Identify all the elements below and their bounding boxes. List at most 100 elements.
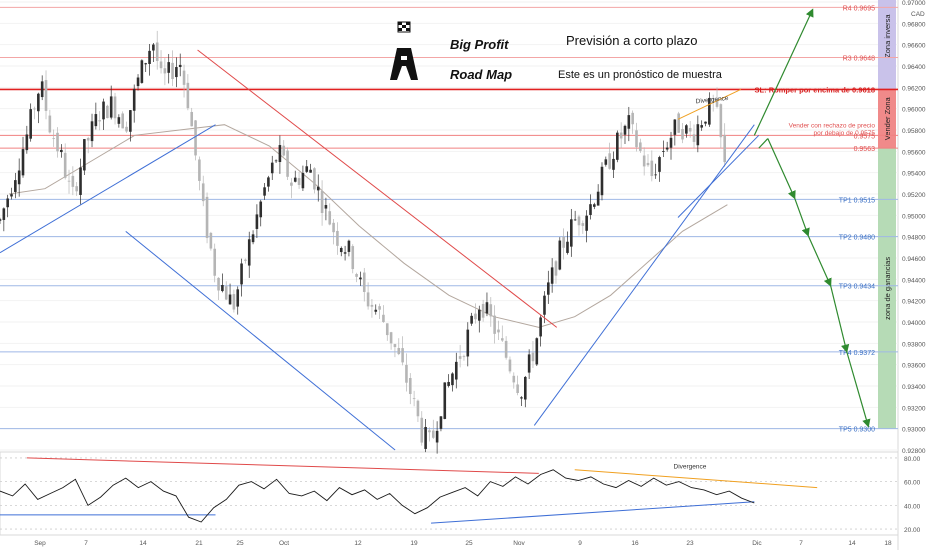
page-subtitle: Este es un pronóstico de muestra xyxy=(558,69,723,81)
oscillator-line xyxy=(0,469,755,523)
level-label: TP5 0.9300 xyxy=(839,427,875,434)
zone-sell-label: Vender Zona xyxy=(883,96,892,140)
candle-body xyxy=(316,186,320,191)
price-tick-label: 0.95200 xyxy=(902,192,926,199)
time-tick-label: 14 xyxy=(848,540,856,547)
candle-body xyxy=(458,356,462,359)
time-tick-label: Oct xyxy=(279,540,289,547)
candle-body xyxy=(301,172,305,189)
candle-body xyxy=(163,68,167,74)
candle-body xyxy=(236,289,240,307)
candle-body xyxy=(685,125,688,134)
candle-body xyxy=(462,356,466,358)
price-tick-label: 0.95000 xyxy=(902,213,926,220)
candle-body xyxy=(259,201,263,218)
level-label: 0.9563 xyxy=(854,146,876,153)
candle-body xyxy=(60,149,63,153)
candle-body xyxy=(424,426,427,449)
candle-body xyxy=(244,259,247,261)
candle-body xyxy=(94,114,98,127)
candle-body xyxy=(477,309,481,321)
candle-body xyxy=(711,98,715,100)
candle-body xyxy=(21,149,25,176)
forecast-arrow xyxy=(794,198,810,237)
candle-body xyxy=(155,42,159,61)
candle-body xyxy=(500,338,504,341)
candle-body xyxy=(109,96,113,118)
candle-body xyxy=(144,63,148,65)
candle-body xyxy=(320,190,324,214)
level-label: TP1 0.9515 xyxy=(839,197,875,204)
currency-label: CAD xyxy=(911,11,925,18)
zone-sell xyxy=(878,89,896,149)
price-tick-label: 0.94600 xyxy=(902,256,926,263)
candle-body xyxy=(305,166,309,172)
candle-body xyxy=(44,80,48,111)
candle-body xyxy=(416,400,420,417)
candle-body xyxy=(570,219,573,247)
candle-body xyxy=(700,125,703,128)
divergence-label: Divergence xyxy=(695,95,729,105)
candle-body xyxy=(297,178,301,185)
candle-body xyxy=(566,241,569,253)
osc-tick-label: 40.00 xyxy=(904,503,921,510)
candle-body xyxy=(493,315,496,334)
candle-body xyxy=(75,186,78,192)
time-tick-label: Nov xyxy=(513,540,525,547)
candle-body xyxy=(71,175,75,187)
candle-body xyxy=(178,64,182,68)
candle-body xyxy=(48,115,52,133)
candle-body xyxy=(366,292,370,307)
candle-body xyxy=(339,247,343,253)
price-tick-label: 0.93800 xyxy=(902,341,926,348)
candle-body xyxy=(14,180,17,192)
candle-body xyxy=(83,139,86,171)
candle-body xyxy=(489,304,493,317)
candle-body xyxy=(397,347,401,355)
level-label: TP3 0.9434 xyxy=(839,284,875,291)
candle-body xyxy=(355,274,358,277)
time-tick-label: 19 xyxy=(410,540,418,547)
price-tick-label: 0.97000 xyxy=(902,0,926,7)
candle-body xyxy=(558,240,562,270)
candle-body xyxy=(431,430,435,438)
candle-body xyxy=(520,397,523,399)
candle-body xyxy=(67,180,71,182)
candle-body xyxy=(309,169,312,173)
candle-body xyxy=(209,232,213,249)
candle-body xyxy=(175,67,178,78)
price-tick-label: 0.94800 xyxy=(902,235,926,242)
forecast-arrow xyxy=(753,8,814,136)
candle-body xyxy=(593,204,596,207)
candle-body xyxy=(669,137,673,148)
price-tick-label: 0.93600 xyxy=(902,363,926,370)
candle-body xyxy=(654,174,657,176)
brand-line-1: Big Profit xyxy=(450,37,509,52)
candle-body xyxy=(278,145,282,163)
candle-body xyxy=(470,315,473,324)
candle-body xyxy=(332,222,335,233)
time-tick-label: 25 xyxy=(465,540,473,547)
candle-body xyxy=(550,267,554,284)
candle-body xyxy=(228,294,232,305)
candle-body xyxy=(451,373,454,386)
candle-body xyxy=(98,120,101,122)
level-label: R4 0.9695 xyxy=(843,5,875,12)
candle-body xyxy=(512,375,516,383)
osc-tick-label: 20.00 xyxy=(904,527,921,534)
candle-body xyxy=(466,329,470,357)
trend-line-support-2 xyxy=(533,124,755,426)
price-tick-label: 0.92800 xyxy=(902,448,926,455)
candle-body xyxy=(186,82,190,109)
candle-body xyxy=(447,381,450,386)
candle-body xyxy=(393,344,397,348)
candle-body xyxy=(201,183,205,202)
zone-inverse xyxy=(878,0,896,90)
candle-body xyxy=(290,182,293,186)
candle-body xyxy=(247,239,251,266)
price-tick-label: 0.94200 xyxy=(902,299,926,306)
candle-body xyxy=(2,208,6,220)
trend-line-support-1 xyxy=(0,124,216,254)
candle-body xyxy=(408,378,412,395)
candle-body xyxy=(650,160,654,177)
